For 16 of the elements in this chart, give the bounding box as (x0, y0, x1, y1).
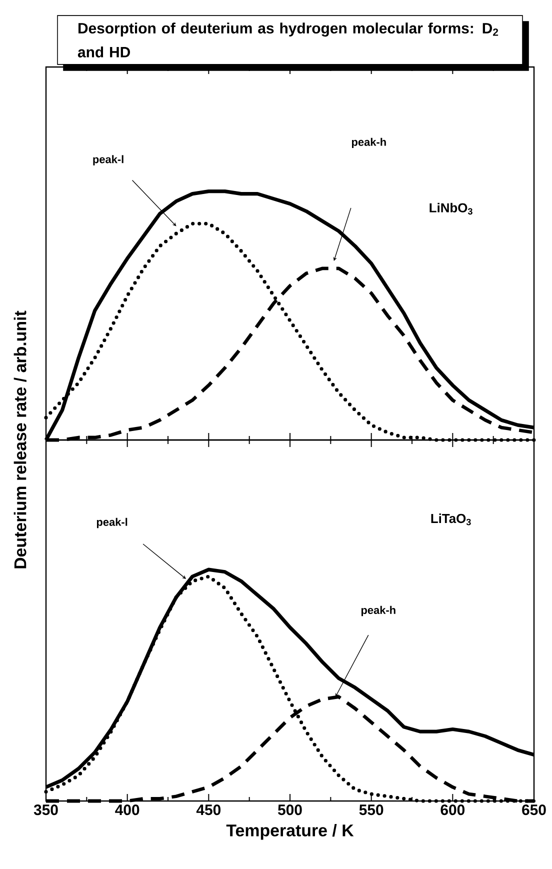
text: peak-l (96, 518, 128, 528)
text: peak-l (93, 155, 124, 166)
x-axis-title: Temperature / K (226, 824, 354, 840)
y-axis-title: Deuterium release rate / arb.unit (14, 310, 26, 568)
x-tick-label: 600 (440, 804, 465, 816)
chart-title: Desorption of deuterium as hydrogen molecular forms: D$_{2}$ and HD (78, 22, 498, 58)
x-tick-label: 350 (34, 804, 58, 816)
annotation: peak-h (361, 606, 396, 616)
annotation: LiNbO$_{3}$ (430, 202, 472, 215)
text: peak-h (352, 138, 386, 148)
text: LiTaO$_{3}$ (431, 514, 471, 526)
x-tick-label: 400 (115, 804, 140, 816)
x-tick-label: 650 (522, 804, 546, 816)
x-tick-label: 550 (359, 804, 384, 816)
x-tick-label: 450 (196, 804, 221, 816)
x-tick-label: 500 (278, 804, 302, 816)
